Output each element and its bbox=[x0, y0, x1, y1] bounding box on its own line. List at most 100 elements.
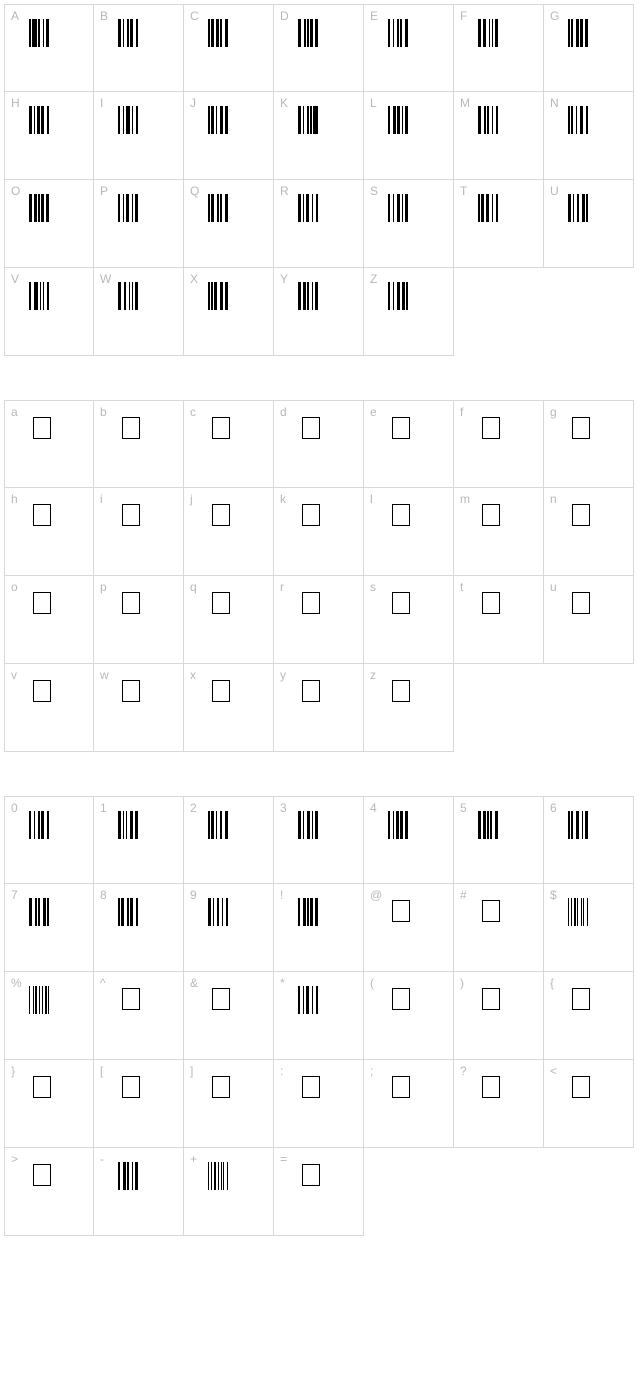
empty-glyph-box bbox=[33, 592, 51, 614]
charmap-cell: h bbox=[4, 488, 94, 576]
charmap-row: hijklmn bbox=[4, 488, 636, 576]
charmap-cell: = bbox=[274, 1148, 364, 1236]
charmap-cell: C bbox=[184, 4, 274, 92]
charmap-cell: Z bbox=[364, 268, 454, 356]
empty-glyph-box bbox=[302, 1164, 320, 1186]
cell-label: 0 bbox=[11, 801, 18, 815]
charmap-cell: F bbox=[454, 4, 544, 92]
charmap-cell: o bbox=[4, 576, 94, 664]
charmap-section-lowercase: abcdefghijklmnopqrstuvwxyz bbox=[4, 400, 636, 752]
cell-label: T bbox=[460, 184, 467, 198]
empty-glyph-box bbox=[33, 504, 51, 526]
charmap-row: 0123456 bbox=[4, 796, 636, 884]
cell-label: + bbox=[190, 1152, 197, 1166]
barcode-glyph bbox=[208, 1162, 228, 1190]
cell-label: Z bbox=[370, 272, 377, 286]
cell-label: W bbox=[100, 272, 111, 286]
barcode-glyph bbox=[29, 986, 49, 1014]
charmap-row: ABCDEFG bbox=[4, 4, 636, 92]
charmap-cell: { bbox=[544, 972, 634, 1060]
barcode-bar bbox=[136, 898, 138, 926]
barcode-bar bbox=[316, 986, 318, 1014]
cell-label: F bbox=[460, 9, 467, 23]
barcode-bar bbox=[585, 811, 588, 839]
barcode-bar bbox=[313, 106, 318, 134]
cell-label: m bbox=[460, 492, 470, 506]
charmap-cell: > bbox=[4, 1148, 94, 1236]
barcode-bar bbox=[315, 811, 318, 839]
charmap-cell: ] bbox=[184, 1060, 274, 1148]
charmap-cell: 8 bbox=[94, 884, 184, 972]
charmap-cell: J bbox=[184, 92, 274, 180]
cell-label: S bbox=[370, 184, 378, 198]
charmap-cell: < bbox=[544, 1060, 634, 1148]
cell-label: 6 bbox=[550, 801, 557, 815]
charmap-row: }[]:;?< bbox=[4, 1060, 636, 1148]
cell-label: C bbox=[190, 9, 199, 23]
barcode-glyph bbox=[118, 811, 138, 839]
charmap-cell: U bbox=[544, 180, 634, 268]
charmap-cell: n bbox=[544, 488, 634, 576]
charmap-cell: B bbox=[94, 4, 184, 92]
empty-glyph-box bbox=[302, 417, 320, 439]
cell-label: ^ bbox=[100, 976, 106, 990]
charmap-cell: X bbox=[184, 268, 274, 356]
cell-label: : bbox=[280, 1064, 283, 1078]
barcode-bar bbox=[135, 194, 138, 222]
barcode-glyph bbox=[118, 19, 138, 47]
barcode-glyph bbox=[208, 106, 228, 134]
cell-label: { bbox=[550, 976, 554, 990]
cell-label: V bbox=[11, 272, 19, 286]
empty-glyph-box bbox=[482, 988, 500, 1010]
charmap-cell: y bbox=[274, 664, 364, 752]
charmap-cell: k bbox=[274, 488, 364, 576]
empty-glyph-box bbox=[572, 592, 590, 614]
cell-label: b bbox=[100, 405, 107, 419]
barcode-glyph bbox=[388, 282, 408, 310]
cell-label: l bbox=[370, 492, 373, 506]
empty-glyph-box bbox=[122, 680, 140, 702]
cell-label: [ bbox=[100, 1064, 103, 1078]
empty-glyph-box bbox=[212, 988, 230, 1010]
cell-label: L bbox=[370, 96, 377, 110]
barcode-bar bbox=[47, 106, 49, 134]
barcode-bar bbox=[136, 106, 138, 134]
barcode-bar bbox=[225, 811, 228, 839]
cell-label: 7 bbox=[11, 888, 18, 902]
barcode-glyph bbox=[118, 1162, 138, 1190]
barcode-glyph bbox=[118, 194, 138, 222]
empty-glyph-box bbox=[392, 417, 410, 439]
charmap-cell: r bbox=[274, 576, 364, 664]
cell-label: q bbox=[190, 580, 197, 594]
charmap-cell: i bbox=[94, 488, 184, 576]
charmap-cell: # bbox=[454, 884, 544, 972]
cell-label: n bbox=[550, 492, 557, 506]
cell-label: 9 bbox=[190, 888, 197, 902]
charmap-cell: I bbox=[94, 92, 184, 180]
empty-glyph-box bbox=[212, 680, 230, 702]
barcode-bar bbox=[315, 19, 318, 47]
empty-glyph-box bbox=[122, 1076, 140, 1098]
barcode-glyph bbox=[118, 282, 138, 310]
charmap-cell: A bbox=[4, 4, 94, 92]
cell-label: 3 bbox=[280, 801, 287, 815]
empty-glyph-box bbox=[482, 504, 500, 526]
charmap-cell: p bbox=[94, 576, 184, 664]
cell-label: } bbox=[11, 1064, 15, 1078]
barcode-bar bbox=[46, 19, 49, 47]
barcode-glyph bbox=[388, 811, 408, 839]
charmap-cell: P bbox=[94, 180, 184, 268]
cell-label: ? bbox=[460, 1064, 467, 1078]
barcode-glyph bbox=[388, 106, 408, 134]
cell-label: 1 bbox=[100, 801, 107, 815]
charmap-cell: T bbox=[454, 180, 544, 268]
empty-glyph-box bbox=[392, 592, 410, 614]
cell-label: * bbox=[280, 976, 285, 990]
charmap-cell: + bbox=[184, 1148, 274, 1236]
cell-label: h bbox=[11, 492, 18, 506]
barcode-bar bbox=[48, 986, 49, 1014]
barcode-glyph bbox=[298, 811, 318, 839]
cell-label: # bbox=[460, 888, 467, 902]
barcode-glyph bbox=[208, 19, 228, 47]
barcode-glyph bbox=[298, 194, 318, 222]
